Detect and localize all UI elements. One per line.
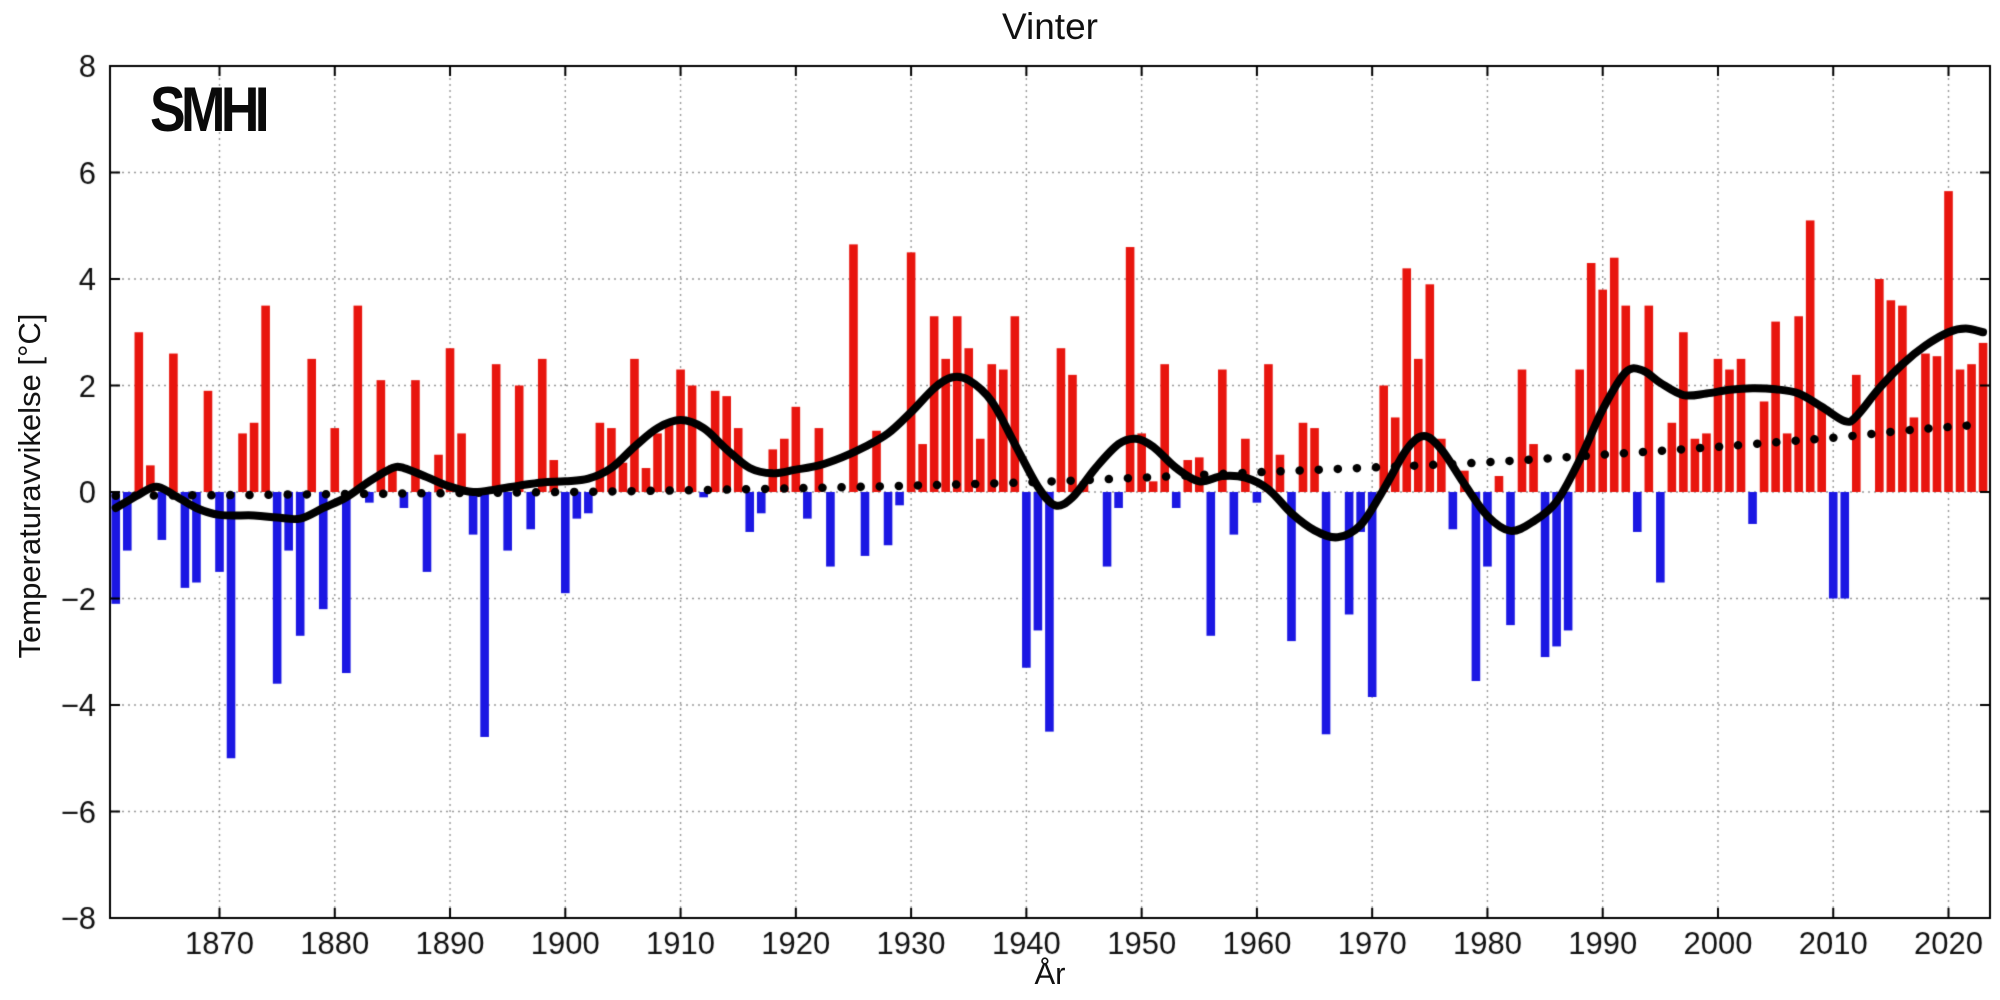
y-axis-label: Temperaturavvikelse [°C] bbox=[12, 313, 47, 659]
x-axis-label: År bbox=[1034, 956, 1066, 991]
smhi-logo: SMHI bbox=[150, 75, 270, 146]
page-title: Vinter bbox=[1002, 6, 1098, 47]
